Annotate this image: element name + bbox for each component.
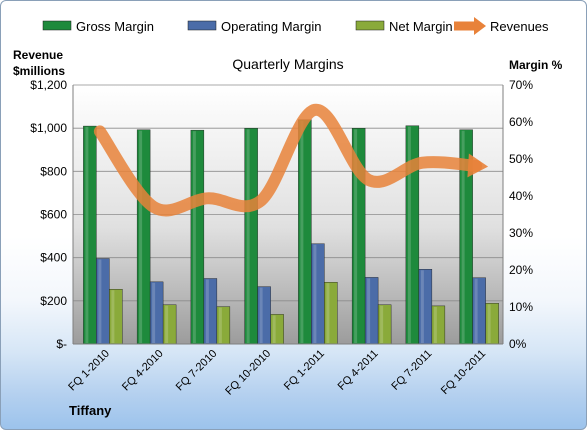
right-tick-label: 40% xyxy=(509,189,533,203)
left-tick-label: $800 xyxy=(40,164,67,178)
bar-highlight xyxy=(433,306,437,343)
bar-operating-margin xyxy=(418,269,433,345)
legend: Gross Margin Operating Margin Net Margin Re… xyxy=(42,17,549,35)
left-tick-label: $400 xyxy=(40,251,67,265)
bar-operating-margin xyxy=(311,243,325,345)
bar-net-margin xyxy=(324,282,338,345)
legend-label: Revenues xyxy=(490,19,549,34)
bar-highlight xyxy=(354,129,358,343)
bar-gross-margin xyxy=(136,129,151,345)
bar-highlight xyxy=(192,131,196,343)
bar-highlight xyxy=(461,130,465,343)
bar-highlight xyxy=(487,304,491,343)
bar-gross-margin xyxy=(190,129,205,345)
right-tick-label: 70% xyxy=(509,78,533,92)
bar-highlight xyxy=(111,290,115,343)
bar-operating-margin xyxy=(257,286,271,345)
bar-net-margin xyxy=(109,289,123,345)
category-label: FQ 10-2010 xyxy=(223,348,273,398)
legend-swatch-operating-margin xyxy=(187,20,217,31)
revenue-line xyxy=(93,103,489,217)
chart-title: Quarterly Margins xyxy=(232,56,343,72)
left-tick-label: $600 xyxy=(40,208,67,222)
bar-operating-margin xyxy=(203,278,218,345)
legend-label: Net Margin xyxy=(389,19,453,34)
bar-highlight xyxy=(326,283,330,343)
legend-label: Operating Margin xyxy=(221,19,321,34)
category-label: FQ 7-2010 xyxy=(174,348,220,394)
bar-highlight xyxy=(246,129,250,343)
bar-highlight xyxy=(139,130,143,343)
bar-highlight xyxy=(85,127,89,343)
left-axis-label-line1: Revenue xyxy=(13,48,63,62)
category-label: FQ 10-2011 xyxy=(439,348,488,397)
bar-gross-margin xyxy=(298,119,312,345)
category-label: FQ 4-2011 xyxy=(336,348,381,393)
legend-label: Gross Margin xyxy=(76,19,154,34)
bar-highlight xyxy=(98,259,102,343)
left-tick-label: $1,000 xyxy=(30,121,67,135)
revenue-line-arrowhead xyxy=(467,153,489,178)
left-tick-label: $1,200 xyxy=(30,78,67,92)
bar-highlight xyxy=(218,307,222,343)
right-tick-label: 60% xyxy=(509,115,533,129)
bar-operating-margin xyxy=(149,281,164,345)
category-label: FQ 1-2011 xyxy=(282,348,327,393)
right-tick-label: 10% xyxy=(509,300,533,314)
bar-operating-margin xyxy=(96,258,110,345)
bar-highlight xyxy=(367,278,371,343)
category-label: FQ 1-2010 xyxy=(66,348,112,394)
right-axis-label: Margin % xyxy=(509,58,563,72)
revenue-line-path xyxy=(93,103,483,217)
bar-net-margin xyxy=(377,304,392,345)
right-tick-label: 50% xyxy=(509,152,533,166)
right-tick-label: 20% xyxy=(509,263,533,277)
bar-highlight xyxy=(300,120,304,343)
bar-net-margin xyxy=(270,314,284,345)
bar-gross-margin xyxy=(83,125,97,345)
legend-swatch-gross-margin xyxy=(42,20,72,31)
company-label: Tiffany xyxy=(69,403,112,418)
bar-operating-margin xyxy=(364,277,379,345)
bar-highlight xyxy=(420,270,424,343)
left-tick-label: $200 xyxy=(40,294,67,308)
bar-highlight xyxy=(152,282,156,343)
bar-net-margin xyxy=(162,304,177,345)
category-label: FQ 7-2011 xyxy=(389,348,434,393)
bar-highlight xyxy=(380,305,384,343)
bar-net-margin xyxy=(216,306,231,345)
category-label: FQ 4-2010 xyxy=(120,348,166,394)
bar-highlight xyxy=(259,287,263,343)
bar-net-margin xyxy=(431,305,446,345)
bar-highlight xyxy=(272,315,276,343)
bar-highlight xyxy=(165,305,169,343)
bar-highlight xyxy=(205,279,209,343)
legend-swatch-net-margin xyxy=(355,20,385,31)
bar-operating-margin xyxy=(472,277,486,345)
bar-highlight xyxy=(313,244,317,343)
bar-highlight xyxy=(474,278,478,343)
legend-arrowhead xyxy=(474,17,486,35)
left-axis-label-line2: $millions xyxy=(13,64,65,78)
bar-gross-margin xyxy=(244,128,258,345)
bar-net-margin xyxy=(485,303,499,345)
right-tick-label: 0% xyxy=(509,337,527,351)
bar-highlight xyxy=(407,126,411,343)
left-tick-label: $- xyxy=(56,337,67,351)
right-tick-label: 30% xyxy=(509,226,533,240)
